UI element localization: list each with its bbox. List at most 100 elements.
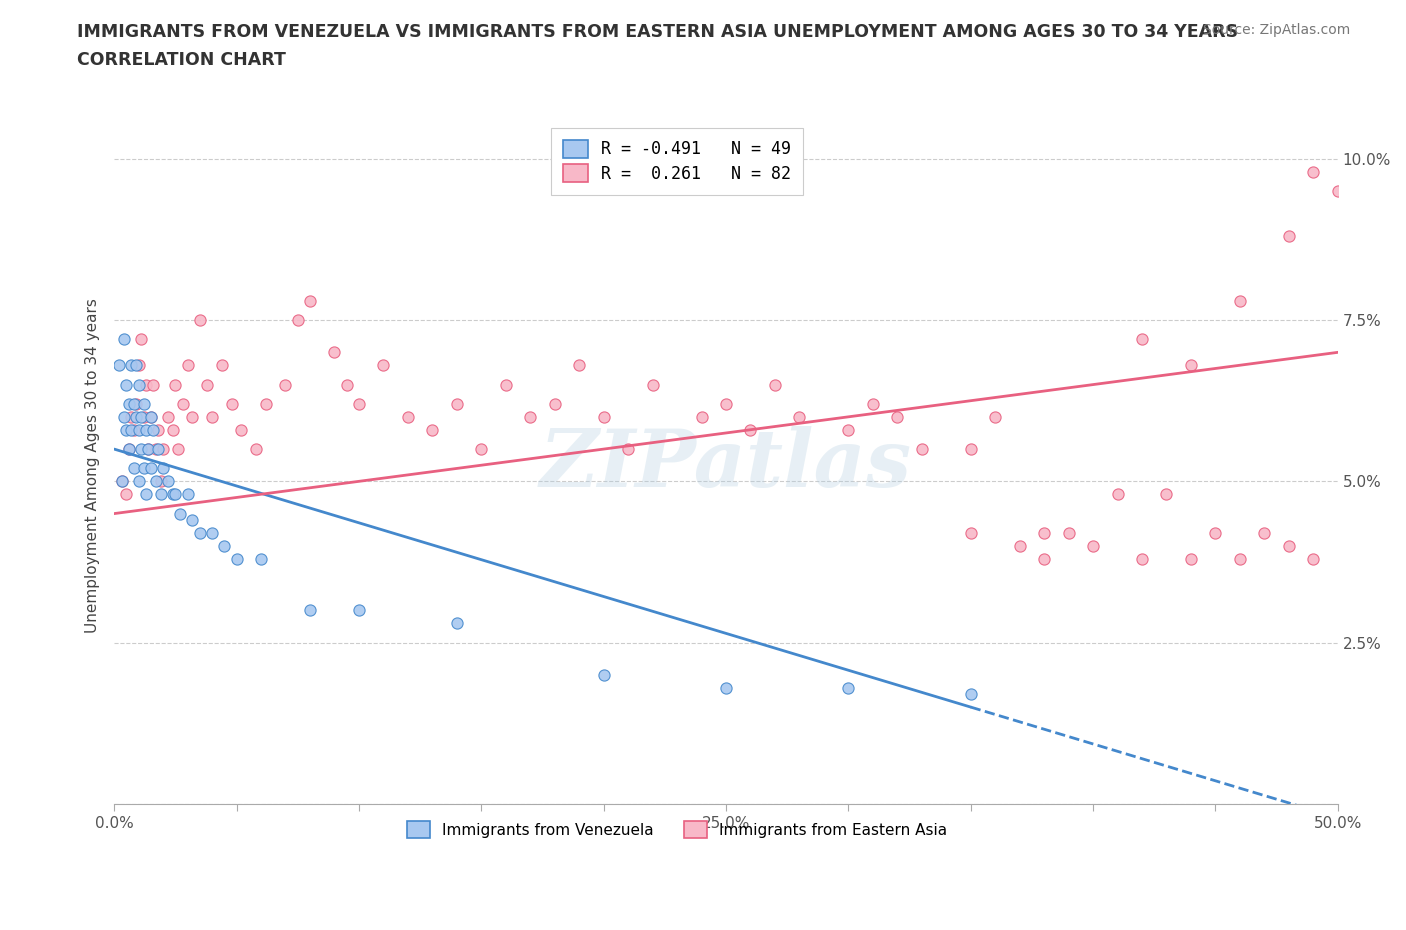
Point [231, 422, 253, 437]
Point [1057, 525, 1080, 540]
Point [135, 486, 157, 501]
Point [120, 422, 142, 437]
Point [714, 680, 737, 695]
Point [166, 442, 188, 457]
Point [165, 378, 187, 392]
Point [837, 680, 859, 695]
Point [139, 461, 162, 476]
Point [128, 422, 150, 437]
Point [1180, 358, 1202, 373]
Point [740, 422, 762, 437]
Point [128, 474, 150, 489]
Point [336, 378, 359, 392]
Point [108, 358, 131, 373]
Point [245, 442, 267, 457]
Point [112, 409, 135, 424]
Y-axis label: Unemployment Among Ages 30 to 34 years: Unemployment Among Ages 30 to 34 years [86, 298, 100, 632]
Point [211, 358, 233, 373]
Point [1130, 332, 1153, 347]
Point [789, 409, 811, 424]
Point [1033, 551, 1056, 566]
Text: Source: ZipAtlas.com: Source: ZipAtlas.com [1202, 23, 1350, 37]
Point [162, 486, 184, 501]
Point [132, 396, 155, 411]
Point [165, 486, 187, 501]
Point [420, 422, 443, 437]
Point [862, 396, 884, 411]
Point [221, 396, 243, 411]
Point [115, 378, 138, 392]
Point [115, 422, 138, 437]
Point [274, 378, 297, 392]
Point [544, 396, 567, 411]
Point [1278, 538, 1301, 553]
Point [201, 409, 224, 424]
Text: IMMIGRANTS FROM VENEZUELA VS IMMIGRANTS FROM EASTERN ASIA UNEMPLOYMENT AMONG AGE: IMMIGRANTS FROM VENEZUELA VS IMMIGRANTS … [77, 23, 1239, 41]
Point [176, 486, 198, 501]
Point [959, 686, 981, 701]
Text: CORRELATION CHART: CORRELATION CHART [77, 51, 287, 69]
Point [254, 396, 277, 411]
Point [139, 409, 162, 424]
Point [1204, 525, 1226, 540]
Point [373, 358, 395, 373]
Point [176, 358, 198, 373]
Point [1008, 538, 1031, 553]
Point [592, 668, 614, 683]
Point [446, 396, 468, 411]
Point [470, 442, 492, 457]
Point [1326, 183, 1348, 198]
Point [110, 474, 132, 489]
Point [446, 616, 468, 631]
Point [142, 378, 165, 392]
Point [568, 358, 591, 373]
Point [128, 358, 150, 373]
Legend: Immigrants from Venezuela, Immigrants from Eastern Asia: Immigrants from Venezuela, Immigrants fr… [398, 812, 956, 847]
Point [250, 551, 273, 566]
Point [1033, 525, 1056, 540]
Point [122, 422, 145, 437]
Point [1107, 486, 1129, 501]
Point [837, 422, 859, 437]
Point [115, 486, 138, 501]
Point [145, 442, 167, 457]
Point [959, 442, 981, 457]
Point [148, 422, 170, 437]
Point [138, 442, 160, 457]
Point [132, 461, 155, 476]
Point [162, 422, 184, 437]
Point [139, 409, 162, 424]
Point [592, 409, 614, 424]
Point [287, 312, 309, 327]
Point [129, 409, 152, 424]
Point [125, 396, 148, 411]
Point [149, 474, 172, 489]
Point [195, 378, 218, 392]
Point [122, 396, 145, 411]
Point [495, 378, 517, 392]
Point [120, 409, 142, 424]
Point [1253, 525, 1275, 540]
Point [911, 442, 934, 457]
Point [145, 474, 167, 489]
Point [1229, 551, 1251, 566]
Point [122, 461, 145, 476]
Point [152, 461, 174, 476]
Point [125, 409, 148, 424]
Point [1278, 229, 1301, 244]
Point [763, 378, 786, 392]
Point [323, 345, 346, 360]
Point [886, 409, 908, 424]
Point [225, 551, 247, 566]
Point [959, 525, 981, 540]
Point [118, 396, 141, 411]
Point [135, 422, 157, 437]
Point [641, 378, 664, 392]
Point [129, 442, 152, 457]
Point [181, 512, 204, 527]
Point [396, 409, 419, 424]
Point [617, 442, 640, 457]
Point [347, 603, 370, 618]
Point [135, 378, 157, 392]
Point [157, 409, 180, 424]
